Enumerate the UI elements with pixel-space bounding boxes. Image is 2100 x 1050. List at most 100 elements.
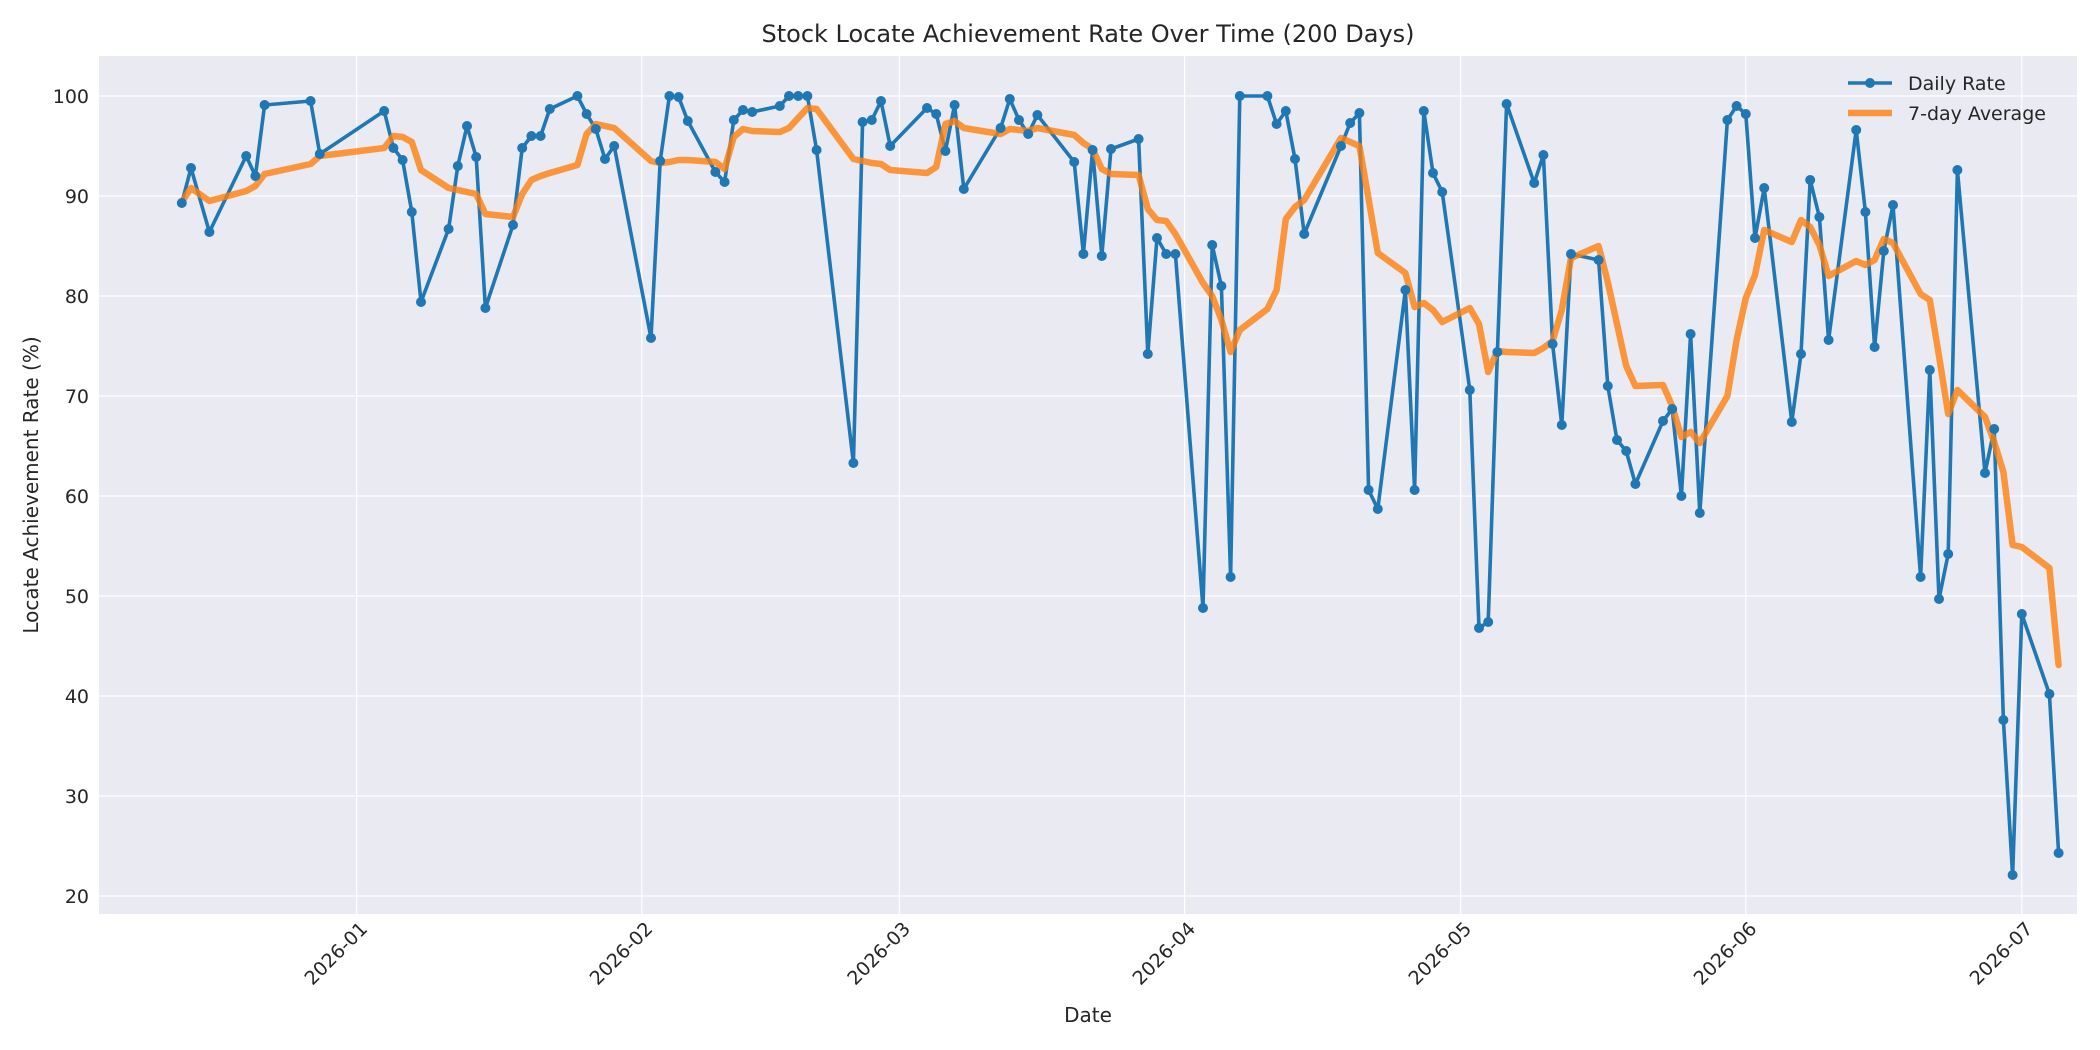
- data-point: [1602, 381, 1613, 391]
- data-point: [379, 106, 390, 116]
- data-point: [1345, 118, 1356, 128]
- y-tick-label: 100: [53, 86, 89, 108]
- chart-title: Stock Locate Achievement Rate Over Time …: [761, 20, 1414, 48]
- data-point: [1630, 479, 1641, 489]
- data-point: [2016, 609, 2027, 619]
- data-point: [1492, 347, 1503, 357]
- data-point: [1538, 150, 1549, 160]
- data-point: [784, 91, 794, 101]
- data-point: [204, 227, 215, 237]
- data-point: [1796, 349, 1806, 359]
- y-tick-label: 90: [65, 186, 89, 208]
- data-point: [1069, 157, 1080, 167]
- data-point: [1437, 187, 1448, 197]
- data-point: [1087, 145, 1098, 155]
- data-point: [1612, 435, 1622, 445]
- data-point: [1262, 91, 1273, 101]
- y-axis-ticks: 20 30 40 50 60 70 80 90 100: [53, 86, 89, 908]
- data-point: [1750, 233, 1760, 243]
- data-point: [1722, 115, 1733, 125]
- data-point: [1529, 178, 1540, 188]
- data-point: [1694, 508, 1705, 518]
- data-point: [1142, 349, 1153, 359]
- data-point: [1216, 281, 1227, 291]
- data-point: [1004, 94, 1015, 104]
- data-point: [397, 155, 408, 165]
- data-point: [2053, 848, 2064, 858]
- data-point: [1280, 106, 1291, 116]
- data-point: [452, 161, 463, 171]
- data-point: [728, 115, 739, 125]
- data-point: [2007, 870, 2018, 880]
- data-point: [793, 91, 804, 101]
- data-point: [885, 141, 896, 151]
- data-point: [646, 333, 656, 343]
- data-point: [1740, 109, 1751, 119]
- y-tick-label: 40: [65, 686, 89, 708]
- data-point: [1501, 99, 1512, 109]
- data-point: [1556, 420, 1567, 430]
- data-point: [1547, 339, 1558, 349]
- data-point: [250, 171, 261, 181]
- data-point: [1814, 212, 1825, 222]
- data-point: [655, 156, 666, 166]
- data-point: [1878, 246, 1889, 256]
- data-point: [1464, 385, 1475, 395]
- x-axis-label: Date: [1064, 1003, 1112, 1027]
- data-point: [1621, 446, 1632, 456]
- data-point: [176, 198, 187, 208]
- legend-average-label: 7-day Average: [1908, 103, 2046, 125]
- data-point: [590, 124, 601, 134]
- data-point: [876, 96, 886, 106]
- data-point: [664, 91, 675, 101]
- data-point: [1372, 504, 1383, 514]
- daily-rate-points: [176, 91, 2064, 880]
- data-point: [259, 100, 270, 110]
- data-point: [682, 116, 693, 126]
- y-tick-label: 30: [65, 786, 89, 808]
- data-point: [995, 123, 1006, 133]
- data-point: [416, 297, 426, 307]
- data-point: [1152, 233, 1162, 243]
- data-point: [1676, 491, 1687, 501]
- data-point: [738, 105, 748, 115]
- data-point: [719, 177, 730, 187]
- data-point: [1336, 141, 1346, 151]
- data-point: [1943, 549, 1954, 559]
- data-point: [1133, 134, 1144, 144]
- data-point: [710, 167, 721, 177]
- data-point: [1428, 168, 1438, 178]
- data-point: [1998, 715, 2009, 725]
- data-point: [1989, 424, 2000, 434]
- y-tick-label: 60: [65, 486, 89, 508]
- legend-daily-label: Daily Rate: [1908, 73, 2006, 95]
- data-point: [802, 91, 813, 101]
- data-point: [1952, 165, 1963, 175]
- data-point: [480, 303, 491, 313]
- data-point: [1418, 106, 1429, 116]
- data-point: [535, 131, 546, 141]
- data-point: [1851, 125, 1862, 135]
- series-layer: [176, 91, 2064, 880]
- data-point: [1483, 617, 1494, 627]
- data-point: [1915, 572, 1926, 582]
- data-point: [1014, 115, 1024, 125]
- series-7-day-average: [178, 104, 2062, 669]
- data-point: [1869, 342, 1880, 352]
- data-point: [1934, 594, 1944, 604]
- data-point: [1474, 623, 1484, 633]
- data-point: [747, 107, 758, 117]
- data-point: [1980, 468, 1990, 478]
- legend: Daily Rate 7-day Average: [1848, 73, 2046, 125]
- data-point: [581, 109, 592, 119]
- data-point: [1400, 285, 1411, 295]
- data-point: [406, 207, 417, 217]
- data-point: [1409, 485, 1420, 495]
- data-point: [1032, 110, 1043, 120]
- data-point: [462, 121, 472, 131]
- data-point: [811, 145, 822, 155]
- data-point: [526, 131, 537, 141]
- data-point: [314, 149, 325, 159]
- data-point: [1823, 335, 1834, 345]
